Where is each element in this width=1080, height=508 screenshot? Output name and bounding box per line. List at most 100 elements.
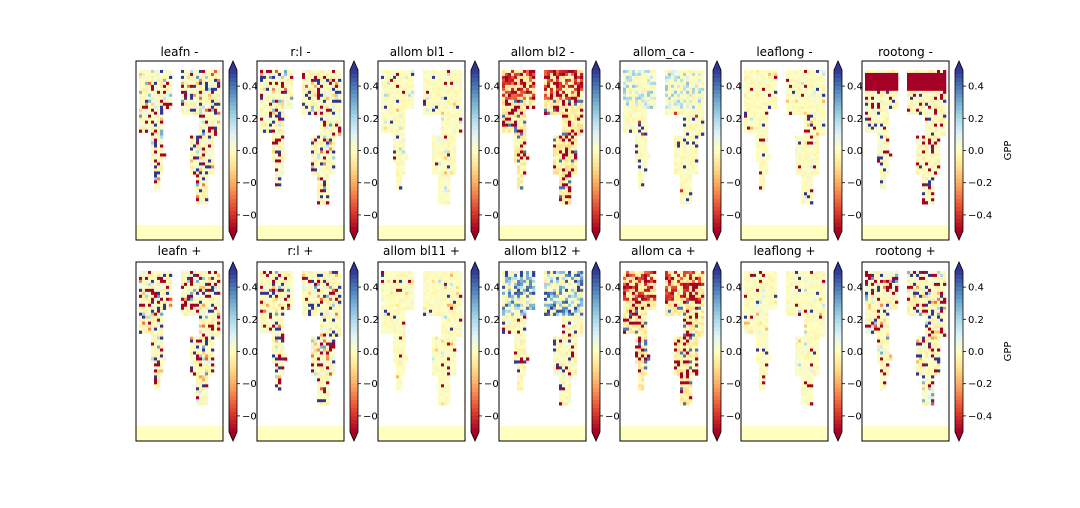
heatmap-cell — [801, 171, 804, 174]
heatmap-cell — [677, 231, 680, 234]
heatmap-cell — [559, 136, 562, 139]
heatmap-cell — [393, 70, 396, 73]
heatmap-cell — [626, 70, 629, 73]
heatmap-cell — [211, 159, 214, 162]
heatmap-cell — [550, 106, 553, 109]
colorbar-segment — [350, 155, 358, 159]
heatmap-cell — [384, 70, 387, 73]
heatmap-cell — [387, 103, 390, 106]
heatmap-cell — [335, 106, 338, 109]
heatmap-cell — [559, 180, 562, 183]
heatmap-cell — [544, 234, 547, 237]
heatmap-cell — [623, 112, 626, 115]
heatmap-cell — [172, 231, 175, 234]
colorbar-segment — [229, 142, 237, 146]
heatmap-cell — [508, 70, 511, 73]
heatmap-cell — [819, 94, 822, 97]
heatmap-cell — [175, 225, 178, 228]
heatmap-cell — [632, 73, 635, 76]
heatmap-cell — [432, 142, 435, 145]
heatmap-cell — [668, 225, 671, 228]
heatmap-cell — [662, 225, 665, 228]
heatmap-cell — [151, 151, 154, 154]
heatmap-cell — [680, 85, 683, 88]
heatmap-cell — [444, 156, 447, 159]
heatmap-cell — [453, 103, 456, 106]
heatmap-cell — [326, 186, 329, 189]
heatmap-cell — [208, 121, 211, 124]
heatmap-cell — [680, 225, 683, 228]
heatmap-cell — [683, 225, 686, 228]
heatmap-cell — [798, 109, 801, 112]
heatmap-cell — [432, 151, 435, 154]
heatmap-cell — [393, 121, 396, 124]
heatmap-cell — [577, 228, 580, 231]
heatmap-cell — [314, 231, 317, 234]
heatmap-cell — [154, 91, 157, 94]
heatmap-cell — [686, 198, 689, 201]
heatmap-cell — [139, 76, 142, 79]
heatmap-cell — [574, 76, 577, 79]
heatmap-cell — [154, 109, 157, 112]
heatmap-cell — [568, 148, 571, 151]
heatmap-cell — [517, 183, 520, 186]
heatmap-cell — [202, 109, 205, 112]
heatmap-cell — [453, 100, 456, 103]
heatmap-cell — [205, 91, 208, 94]
heatmap-cell — [665, 103, 668, 106]
colorbar-segment — [713, 199, 721, 203]
heatmap-cell — [689, 151, 692, 154]
heatmap-cell — [665, 94, 668, 97]
heatmap-cell — [332, 127, 335, 130]
colorbar-segment — [350, 203, 358, 207]
heatmap-cell — [381, 79, 384, 82]
heatmap-cell — [816, 118, 819, 121]
heatmap-cell — [148, 124, 151, 127]
heatmap-cell — [459, 133, 462, 136]
heatmap-cell — [447, 174, 450, 177]
heatmap-cell — [332, 97, 335, 100]
heatmap-cell — [278, 121, 281, 124]
heatmap-cell — [272, 151, 275, 154]
heatmap-cell — [801, 201, 804, 204]
heatmap-cell — [332, 70, 335, 73]
heatmap-cell — [275, 103, 278, 106]
heatmap-cell — [444, 85, 447, 88]
heatmap-cell — [335, 94, 338, 97]
heatmap-cell — [199, 130, 202, 133]
heatmap-cell — [323, 130, 326, 133]
heatmap-cell — [517, 228, 520, 231]
heatmap-cell — [517, 133, 520, 136]
heatmap-cell — [332, 139, 335, 142]
heatmap-cell — [287, 234, 290, 237]
heatmap-cell — [447, 127, 450, 130]
heatmap-cell — [190, 106, 193, 109]
heatmap-cell — [453, 121, 456, 124]
heatmap-cell — [683, 109, 686, 112]
heatmap-cell — [317, 159, 320, 162]
heatmap-cell — [550, 76, 553, 79]
heatmap-cell — [523, 88, 526, 91]
heatmap-cell — [674, 73, 677, 76]
heatmap-cell — [641, 234, 644, 237]
heatmap-cell — [320, 201, 323, 204]
heatmap-cell — [520, 174, 523, 177]
heatmap-cell — [756, 70, 759, 73]
heatmap-cell — [692, 79, 695, 82]
heatmap-cell — [293, 228, 296, 231]
heatmap-cell — [263, 234, 266, 237]
heatmap-cell — [190, 231, 193, 234]
heatmap-cell — [190, 151, 193, 154]
heatmap-cell — [453, 145, 456, 148]
heatmap-cell — [804, 162, 807, 165]
heatmap-cell — [263, 109, 266, 112]
heatmap-cell — [689, 85, 692, 88]
heatmap-cell — [157, 136, 160, 139]
heatmap-cell — [335, 97, 338, 100]
heatmap-cell — [547, 109, 550, 112]
heatmap-cell — [807, 195, 810, 198]
heatmap-cell — [426, 225, 429, 228]
heatmap-cell — [626, 91, 629, 94]
heatmap-cell — [323, 70, 326, 73]
heatmap-cell — [671, 91, 674, 94]
